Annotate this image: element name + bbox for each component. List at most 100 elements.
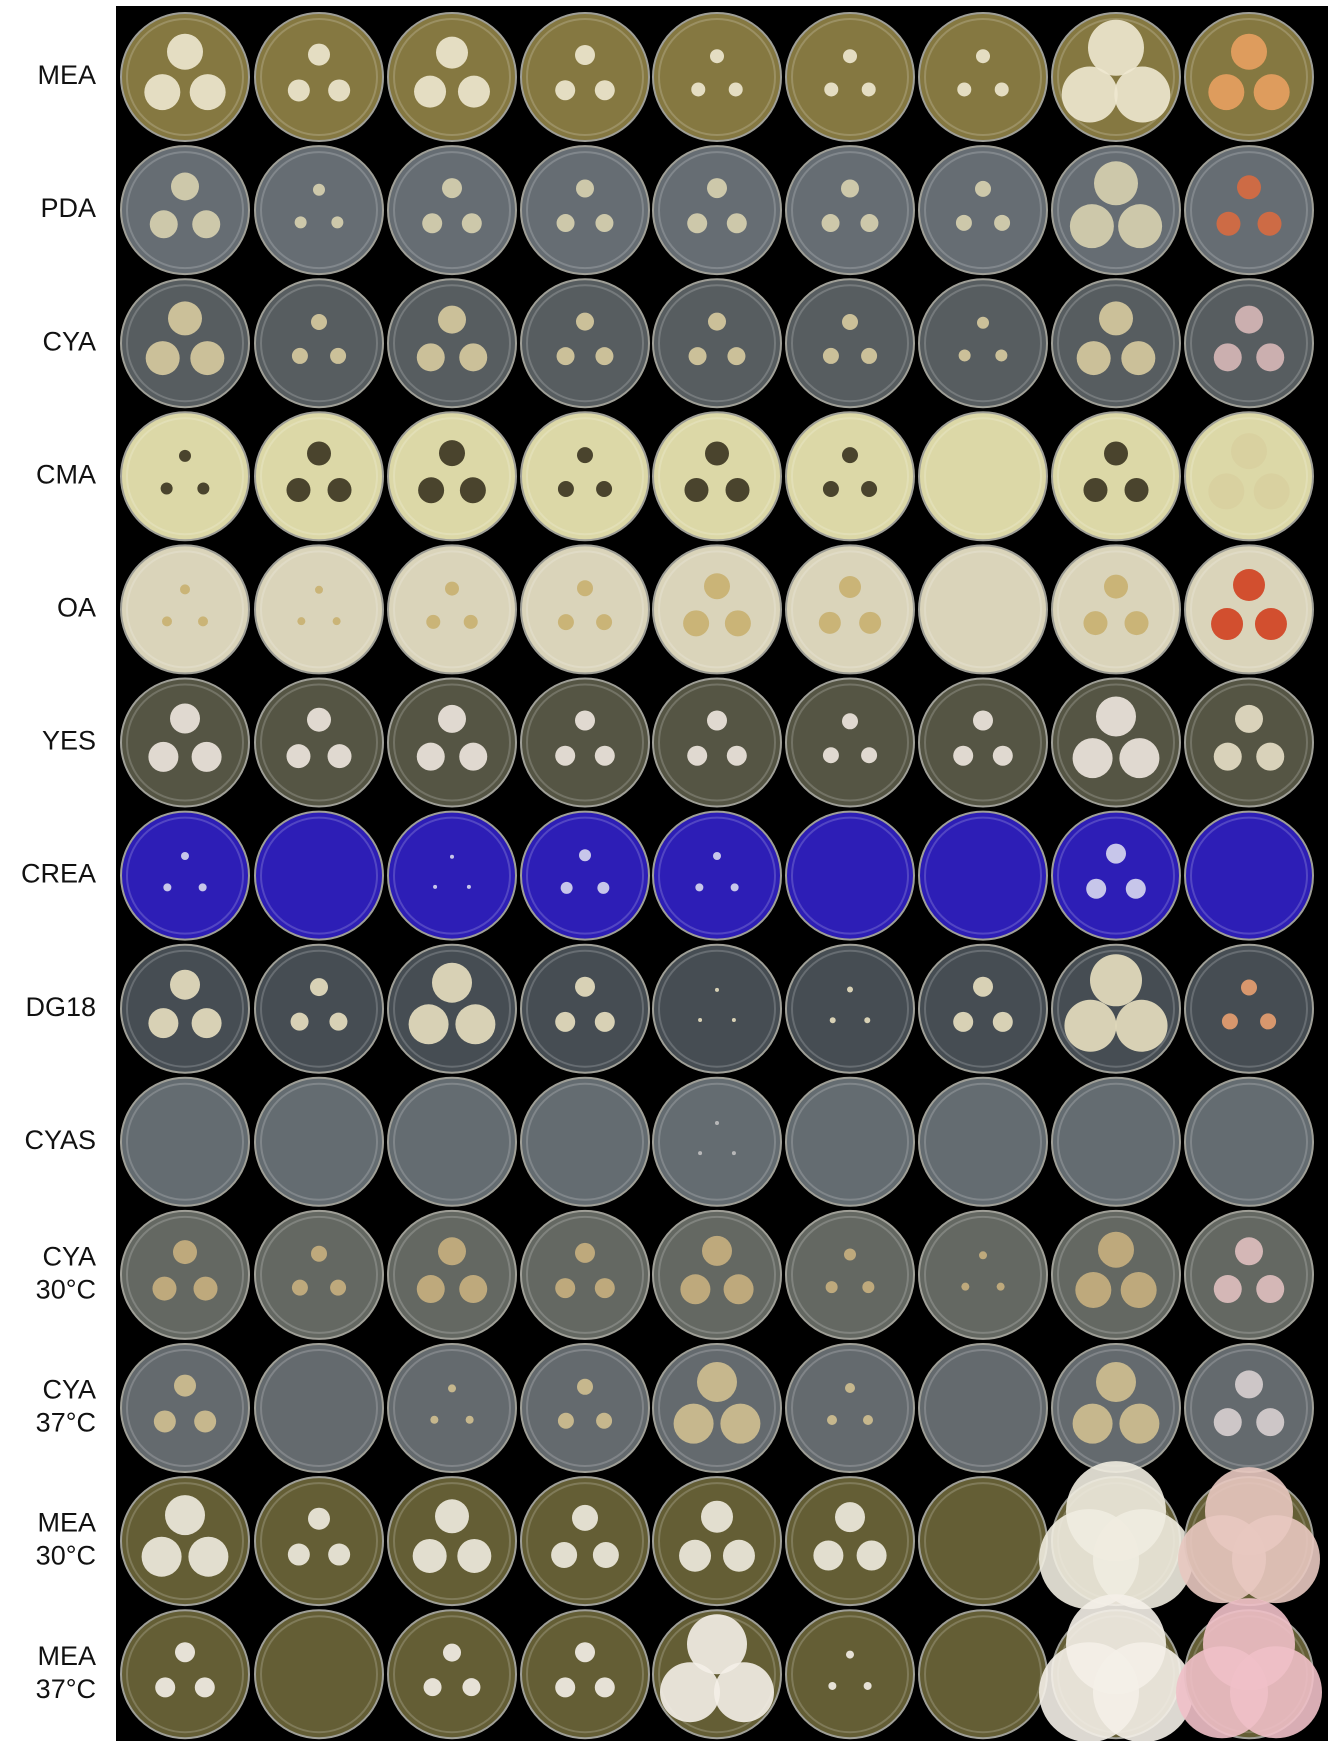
colony xyxy=(288,79,310,101)
colony xyxy=(333,617,341,625)
colony xyxy=(457,1539,491,1573)
colony xyxy=(1104,442,1128,466)
petri-dish xyxy=(1052,13,1180,141)
dish-rim xyxy=(1052,412,1180,540)
petri-dish xyxy=(255,1477,383,1605)
colony xyxy=(286,478,310,502)
colony xyxy=(466,1416,474,1424)
petri-dish xyxy=(1185,412,1313,540)
dish-rim xyxy=(1185,945,1313,1073)
colony xyxy=(1208,473,1244,509)
colony xyxy=(830,1017,836,1023)
petri-dish xyxy=(521,679,649,807)
colony xyxy=(1260,1013,1276,1029)
dish-rim xyxy=(1052,812,1180,940)
petri-dish xyxy=(1052,279,1180,407)
petri-dish xyxy=(1052,1078,1180,1206)
petri-dish xyxy=(653,13,781,141)
colony xyxy=(173,1240,197,1264)
petri-dish xyxy=(255,1610,383,1738)
dish-rim xyxy=(653,812,781,940)
petri-dish xyxy=(121,13,249,141)
dish-rim xyxy=(919,13,1047,141)
dish-rim xyxy=(919,1610,1047,1738)
dish-rim xyxy=(786,812,914,940)
colony xyxy=(448,1384,456,1392)
colony xyxy=(698,1151,702,1155)
petri-dish xyxy=(255,1344,383,1472)
colony xyxy=(977,317,989,329)
petri-dish xyxy=(121,812,249,940)
colony xyxy=(1119,738,1159,778)
dish-rim xyxy=(1185,13,1313,141)
colony xyxy=(862,1281,874,1293)
petri-dish xyxy=(388,1344,516,1472)
dish-rim xyxy=(653,545,781,673)
colony xyxy=(596,1413,612,1429)
colony xyxy=(551,1542,577,1568)
petri-dish xyxy=(521,1610,649,1738)
colony xyxy=(593,1542,619,1568)
colony xyxy=(148,742,178,772)
dish-rim xyxy=(919,1211,1047,1339)
colony xyxy=(1208,74,1244,110)
colony xyxy=(467,885,471,889)
colony xyxy=(555,80,575,100)
colony xyxy=(555,1012,575,1032)
colony xyxy=(1232,1515,1320,1603)
dish-rim xyxy=(919,146,1047,274)
colony xyxy=(328,79,350,101)
dish-rim xyxy=(919,1078,1047,1206)
dish-rim xyxy=(521,13,649,141)
colony xyxy=(723,1540,755,1572)
dish-rim xyxy=(1052,545,1180,673)
colony xyxy=(860,214,878,232)
dish-rim xyxy=(1185,679,1313,807)
petri-dish xyxy=(1185,679,1313,807)
dish-rim xyxy=(388,812,516,940)
colony xyxy=(575,1243,595,1263)
petri-dish xyxy=(121,279,249,407)
colony xyxy=(710,49,724,63)
colony xyxy=(597,882,609,894)
colony xyxy=(993,1012,1013,1032)
petri-dish xyxy=(919,679,1047,807)
colony xyxy=(162,616,172,626)
dish-rim xyxy=(255,279,383,407)
colony xyxy=(697,1362,737,1402)
colony xyxy=(828,1682,836,1690)
colony xyxy=(595,1012,615,1032)
petri-dish xyxy=(388,679,516,807)
row-label: YES xyxy=(42,726,96,756)
row-label: MEA xyxy=(37,1508,96,1538)
dish-rim xyxy=(1185,545,1313,673)
colony xyxy=(835,1502,865,1532)
petri-dish xyxy=(919,945,1047,1073)
dish-rim xyxy=(388,679,516,807)
petri-dish xyxy=(388,279,516,407)
dish-rim xyxy=(121,412,249,540)
petri-dish xyxy=(121,146,249,274)
colony xyxy=(1083,478,1107,502)
petri-dish xyxy=(653,412,781,540)
dish-rim xyxy=(1052,279,1180,407)
row-label: OA xyxy=(57,593,96,623)
colony xyxy=(995,349,1007,361)
colony xyxy=(864,1682,872,1690)
colony xyxy=(732,1018,736,1022)
figure: MEAPDACYACMAOAYESCREADG18CYASCYA30°CCYA3… xyxy=(0,0,1328,1741)
colony xyxy=(198,616,208,626)
colony xyxy=(842,314,858,330)
colony xyxy=(1230,1646,1322,1738)
colony xyxy=(1073,738,1113,778)
dish-rim xyxy=(521,812,649,940)
colony xyxy=(181,852,189,860)
petri-dish xyxy=(255,545,383,673)
petri-dish xyxy=(388,1610,516,1738)
colony xyxy=(464,615,478,629)
dish-rim xyxy=(255,1610,383,1738)
colony xyxy=(731,883,739,891)
colony xyxy=(845,1383,855,1393)
dish-rim xyxy=(1052,1078,1180,1206)
colony xyxy=(152,1277,176,1301)
